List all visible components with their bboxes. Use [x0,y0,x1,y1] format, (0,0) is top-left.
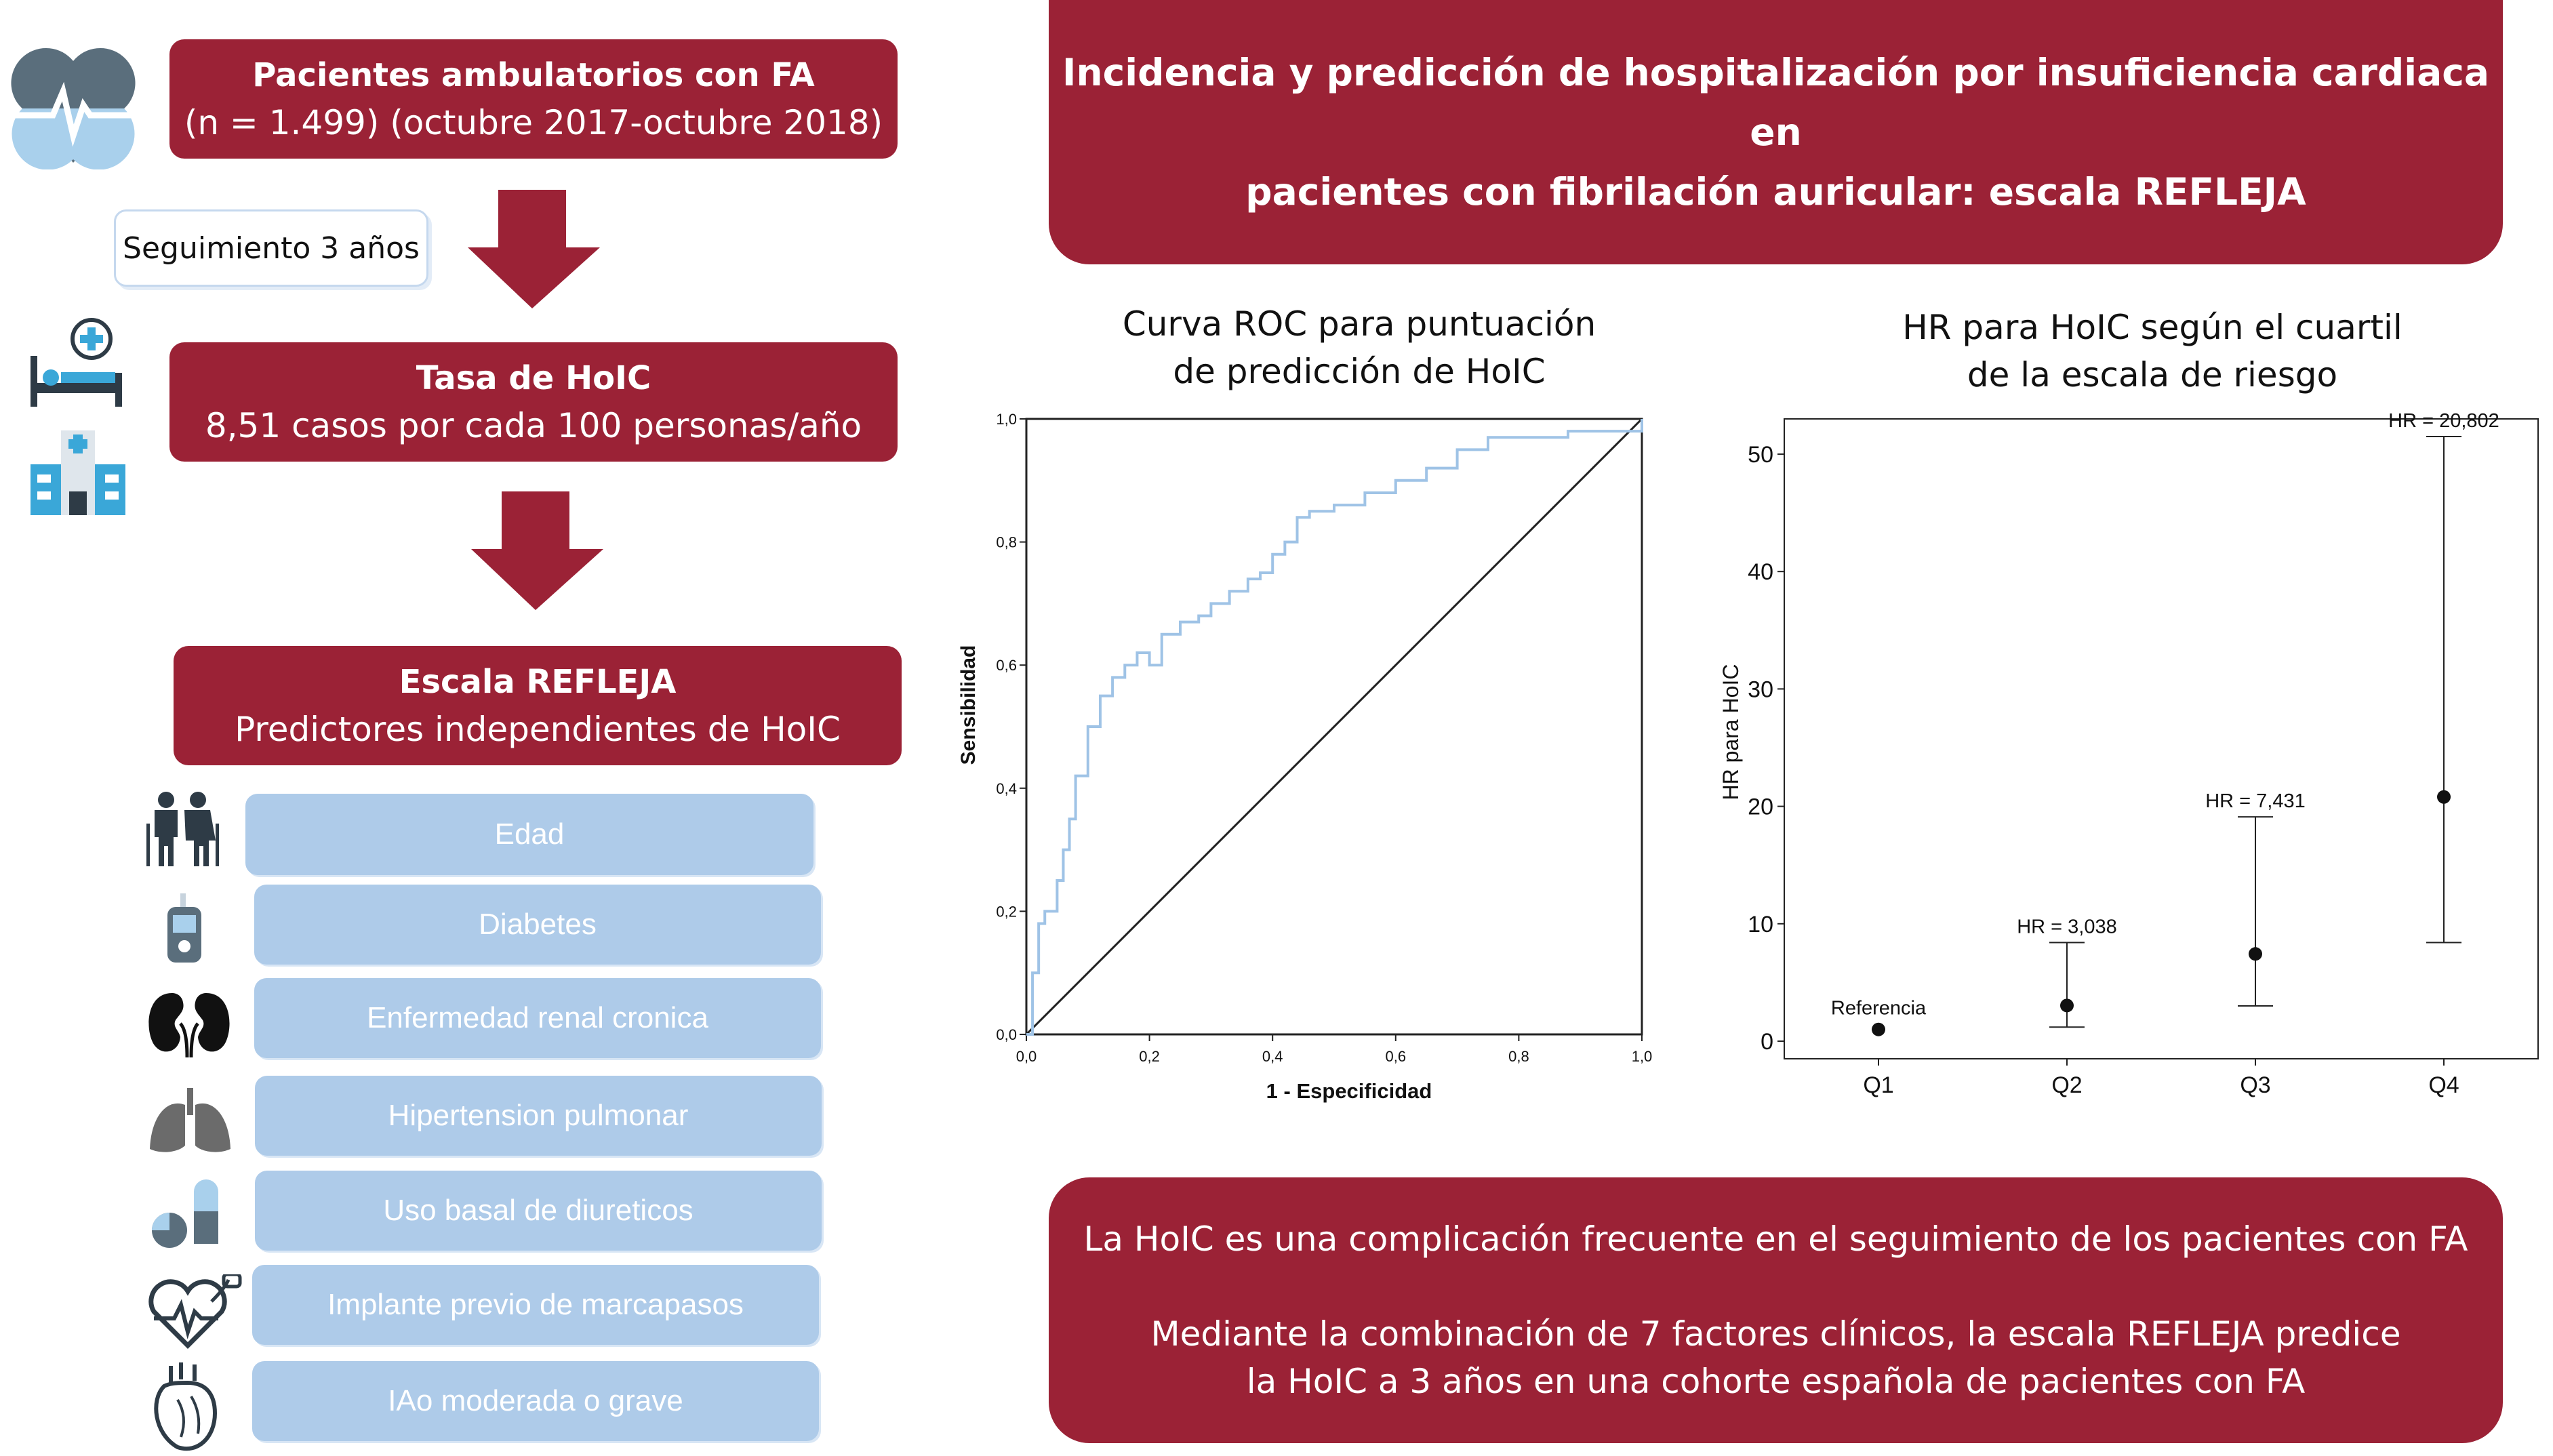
predictor-renal: Enfermedad renal cronica [254,978,821,1058]
hr-y-tick-label: 20 [1748,794,1773,820]
roc-curve [1026,419,1643,1036]
roc-y-tick-label: 0,2 [996,903,1017,920]
hr-point [2437,790,2451,804]
hr-y-tick-label: 30 [1748,676,1773,702]
scale-subtitle: Predictores independientes de HoIC [235,710,841,749]
elderly-couple-icon [146,792,219,866]
roc-y-tick-label: 1,0 [996,411,1017,428]
down-arrow-1 [468,190,600,308]
hr-y-tick-label: 40 [1748,559,1773,585]
roc-reference-line [1025,418,1643,1036]
roc-title: Curva ROC para puntuación de predicción … [1037,300,1681,395]
header-title-line1: Incidencia y predicción de hospitalizaci… [1062,51,2489,154]
roc-x-tick-label: 1,0 [1632,1048,1653,1065]
kidneys-icon [148,993,230,1058]
hospital-bed-icon [31,318,122,407]
hr-title-line2: de la escala de riesgo [1967,355,2338,395]
roc-title-line2: de predicción de HoIC [1173,352,1546,391]
patients-box: Pacientes ambulatorios con FA (n = 1.499… [169,39,898,159]
hr-x-tick-label: Q3 [2240,1072,2270,1098]
predictor-label: Enfermedad renal cronica [367,1001,708,1034]
roc-chart: Sensibilidad 1 - Especificidad 0,0 0,0 0,2… [957,411,1653,1103]
hr-point-label: Referencia [1831,998,1927,1019]
roc-x-tick-label: 0,2 [1139,1048,1160,1065]
roc-y-tick-label: 0,6 [996,657,1017,674]
footer-line1: La HoIC es una complicación frecuente en… [1083,1219,2468,1259]
hr-ylabel: HR para HoIC [1718,664,1743,801]
roc-x-tick-label: 0,6 [1386,1048,1407,1065]
hr-plot-frame [1784,418,2539,1059]
hr-title: HR para HoIC según el cuartil de la esca… [1830,304,2474,399]
roc-y-tick-label: 0,8 [996,534,1017,551]
hospital-building-icon [31,430,125,515]
roc-y-tick-label: 0,4 [996,780,1017,797]
pacemaker-heart-icon [148,1274,242,1349]
predictor-pulmonar: Hipertension pulmonar [255,1076,822,1156]
predictor-label: IAo moderada o grave [388,1384,683,1417]
hr-point [2060,998,2074,1013]
followup-text: Seguimiento 3 años [123,230,420,266]
roc-x-tick-label: 0,8 [1508,1048,1529,1065]
hr-point [2249,947,2262,961]
predictor-iao: IAo moderada o grave [252,1361,819,1441]
patients-title: Pacientes ambulatorios con FA [252,56,815,94]
roc-plot-frame [1025,418,1643,1036]
heart-monitor-icon [9,47,138,169]
scale-title: Escala REFLEJA [399,663,677,701]
hr-point-label: HR = 20,802 [2388,410,2499,432]
hr-x-tick-label: Q2 [2051,1072,2082,1098]
rate-box: Tasa de HoIC 8,51 casos por cada 100 per… [169,342,898,462]
hr-point [1872,1022,1885,1036]
header-banner: Incidencia y predicción de hospitalizaci… [1049,0,2503,264]
scale-box: Escala REFLEJA Predictores independiente… [174,646,902,765]
roc-ylabel: Sensibilidad [957,645,980,765]
footer-line3: la HoIC a 3 años en una cohorte española… [1246,1362,2306,1401]
hr-x-tick-label: Q4 [2428,1072,2459,1098]
lungs-icon [150,1088,230,1152]
hr-x-tick-label: Q1 [1863,1072,1893,1098]
patients-subtitle: (n = 1.499) (octubre 2017-octubre 2018) [184,103,883,142]
predictor-diabetes: Diabetes [254,885,821,965]
roc-title-line1: Curva ROC para puntuación [1122,304,1596,344]
roc-y-tick-label: 0,0 [996,1026,1017,1043]
predictor-marcapasos: Implante previo de marcapasos [252,1265,819,1345]
predictor-edad: Edad [245,794,813,875]
followup-label: Seguimiento 3 años [114,209,428,287]
hr-title-line1: HR para HoIC según el cuartil [1902,308,2403,347]
rate-subtitle: 8,51 casos por cada 100 personas/año [205,406,862,445]
predictor-diureticos: Uso basal de diureticos [255,1171,822,1251]
header-title-line2: pacientes con fibrilación auricular: esc… [1245,170,2306,214]
rate-title: Tasa de HoIC [416,359,651,397]
down-arrow-2 [471,491,603,610]
hr-y-tick-label: 50 [1748,442,1773,468]
roc-x-tick-label: 0,0 [1016,1048,1037,1065]
footer-line2: Mediante la combinación de 7 factores cl… [1150,1314,2401,1354]
pills-icon [152,1179,218,1248]
roc-x-tick-label: 0,4 [1262,1048,1283,1065]
footer-conclusions: La HoIC es una complicación frecuente en… [1049,1177,2503,1443]
hr-chart: HR para HoIC 0 10 20 30 40 50 Q1 Q2 Q3 Q4 Referenc… [1718,410,2539,1098]
roc-xlabel: 1 - Especificidad [1266,1079,1432,1103]
glucometer-icon [167,893,201,963]
anatomical-heart-icon [154,1362,218,1451]
hr-y-tick-label: 0 [1761,1029,1773,1055]
hr-point-label: HR = 7,431 [2205,790,2306,812]
predictor-label: Hipertension pulmonar [388,1099,689,1132]
predictor-label: Implante previo de marcapasos [327,1288,744,1321]
predictor-label: Edad [494,817,565,851]
hr-point-label: HR = 3,038 [2017,916,2117,938]
predictor-label: Uso basal de diureticos [383,1194,693,1227]
predictor-label: Diabetes [479,908,597,941]
hr-y-tick-label: 10 [1748,912,1773,937]
